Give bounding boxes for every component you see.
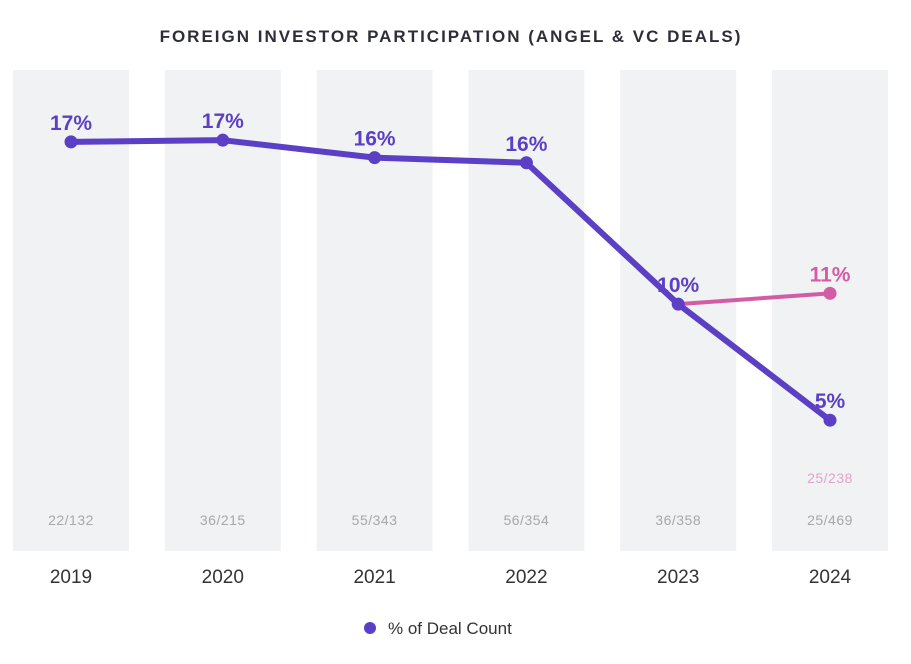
x-tick-label: 2023: [657, 567, 699, 588]
data-label: 10%: [657, 274, 699, 297]
x-tick-label: 2024: [809, 567, 852, 588]
deal-count-label: 36/358: [655, 512, 701, 528]
data-label: 11%: [810, 263, 851, 286]
x-tick-label: 2020: [202, 567, 244, 588]
deal-count-label: 36/215: [200, 512, 246, 528]
series-line: [70, 137, 832, 423]
data-label: 5%: [815, 390, 846, 413]
series-line: [678, 291, 831, 307]
data-point: [519, 156, 533, 170]
data-point: [671, 297, 685, 311]
chart-title: FOREIGN INVESTOR PARTICIPATION (ANGEL & …: [160, 27, 743, 46]
deal-count-label: 56/354: [503, 512, 549, 528]
deal-count-label: 25/238: [807, 470, 853, 486]
deal-count-label: 25/469: [807, 512, 853, 528]
deal-count-label: 55/343: [352, 512, 398, 528]
x-tick-label: 2021: [353, 567, 395, 588]
data-label: 16%: [354, 128, 396, 151]
column-band: [772, 70, 888, 551]
data-label: 17%: [202, 110, 244, 133]
legend-label: % of Deal Count: [388, 619, 512, 638]
column-band: [468, 70, 585, 551]
x-tick-label: 2022: [505, 567, 547, 588]
data-label: 17%: [50, 112, 92, 135]
column-band: [164, 70, 281, 551]
deal-count-label: 22/132: [48, 512, 94, 528]
data-label: 16%: [505, 133, 547, 156]
legend-marker: [364, 622, 376, 634]
x-tick-label: 2019: [50, 567, 92, 588]
data-point: [368, 151, 382, 165]
data-point: [216, 133, 230, 147]
data-point: [823, 413, 837, 427]
data-point: [64, 135, 78, 149]
legend[interactable]: % of Deal Count: [364, 619, 512, 638]
column-band: [13, 70, 129, 551]
data-point: [823, 286, 837, 300]
